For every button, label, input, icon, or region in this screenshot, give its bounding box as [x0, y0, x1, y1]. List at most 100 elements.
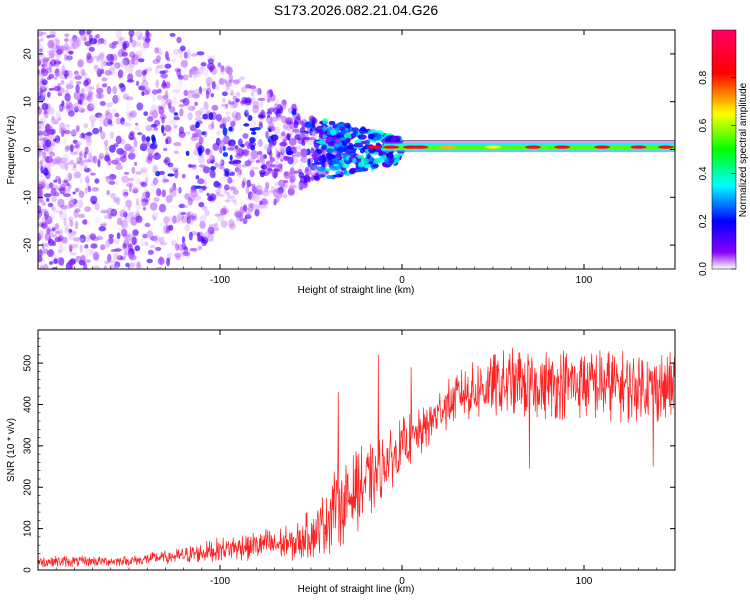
spectrogram-blob — [353, 130, 358, 135]
spectrogram-blob — [150, 123, 158, 128]
spectrogram-blob — [198, 147, 203, 157]
spectrogram-blob — [135, 215, 143, 223]
spectrogram-blob — [50, 118, 58, 125]
spectrogram-blob — [126, 110, 130, 119]
y-tick-label: 100 — [23, 520, 34, 537]
spectrogram-blob — [68, 231, 76, 241]
spectrogram-blob — [115, 30, 122, 39]
spectrogram-blob — [178, 187, 182, 194]
spectrogram-blob — [76, 81, 82, 85]
spectrogram-blob — [361, 147, 366, 151]
spectrogram-blob — [70, 129, 77, 137]
spectrogram-blob — [44, 62, 51, 68]
spectrogram-blob — [120, 84, 126, 92]
spectrogram-blob — [152, 59, 160, 64]
spectrogram-blob — [196, 51, 205, 56]
spectrogram-blob — [193, 133, 200, 137]
spectrogram-blob — [141, 91, 145, 97]
spectrogram-blob — [77, 213, 86, 218]
spectrogram-blob — [150, 236, 158, 241]
spectrogram-blob — [235, 98, 240, 103]
spectrogram-blob — [299, 162, 305, 172]
spectrogram-blob — [366, 153, 371, 159]
spectrogram-blob — [46, 227, 51, 235]
spectrogram-blob — [98, 152, 105, 160]
spectrogram-blob — [304, 166, 310, 173]
spectrogram-blob — [46, 109, 51, 115]
snr-ticks: -100 0 100 0 100 200 300 400 500 — [23, 329, 676, 587]
spectrogram-blob — [353, 142, 364, 148]
spectrogram-blob — [266, 115, 273, 124]
spectrogram-blob — [162, 132, 167, 136]
spectrogram-blob — [263, 112, 267, 119]
spectrogram-blob — [86, 93, 94, 103]
spectrogram-blob — [38, 99, 44, 107]
spectrogram-blob — [100, 131, 106, 140]
x-tick-label: -100 — [210, 275, 230, 286]
spectrogram-blob — [199, 167, 204, 172]
spectrogram-blob — [250, 91, 255, 97]
colorbar-tick-label: 0.0 — [698, 262, 709, 276]
spectrogram-blob — [128, 112, 133, 121]
spectrogram-blob — [285, 145, 292, 155]
spectrogram-blob — [46, 231, 54, 236]
spectrogram-blob — [39, 266, 45, 269]
spectrogram-blob — [169, 186, 177, 191]
spectrogram-blob — [121, 120, 127, 129]
spectrogram-blob — [93, 253, 99, 262]
spectrogram-blob — [309, 148, 316, 154]
spectrogram-blob — [74, 171, 82, 179]
spectrogram-blob — [87, 90, 93, 98]
spectrogram-blob — [90, 243, 98, 249]
spectrogram-blob — [321, 144, 327, 151]
spectrogram-blob — [326, 148, 334, 154]
spectrogram-blob — [78, 151, 82, 157]
spectrogram-blob — [153, 212, 159, 219]
spectrogram-blob — [169, 188, 177, 198]
spectrogram-blob — [103, 39, 107, 46]
spectrogram-blob — [66, 69, 73, 79]
spectrogram-blob — [104, 176, 108, 180]
spectrogram-blob — [241, 164, 249, 168]
spectrogram-blob — [89, 114, 97, 123]
spectrogram-blob — [97, 158, 101, 168]
spectrogram-blob — [283, 180, 289, 184]
spectrogram-blob — [178, 203, 186, 209]
spectrogram-blob — [302, 137, 310, 141]
spectrogram-blob — [223, 135, 230, 145]
spectrogram-blob — [129, 51, 136, 58]
spectrogram-blob — [84, 248, 92, 257]
spectrogram-blob — [108, 213, 113, 219]
spectrogram-blob — [144, 173, 149, 182]
spectrogram-blob — [238, 138, 243, 147]
y-tick-label: -20 — [23, 237, 34, 252]
spectrogram-blob — [74, 220, 79, 230]
spectrogram-blob — [71, 243, 79, 249]
spectrogram-blob — [38, 212, 41, 217]
spectrogram-blob — [118, 69, 124, 78]
spectrogram-blob — [227, 194, 234, 200]
spectrogram-blob — [252, 194, 260, 203]
spectrogram-blob — [166, 226, 171, 232]
spectrogram-blob — [61, 157, 69, 162]
spectrogram-blob — [182, 74, 189, 81]
spectrogram-blob — [109, 259, 117, 264]
spectrogram-blob — [261, 190, 270, 197]
spectrogram-blob — [65, 145, 73, 151]
spectrogram-blob — [241, 149, 250, 157]
spectrogram-blob — [184, 224, 191, 232]
spectrogram-blob — [112, 42, 117, 49]
spectrogram-blob — [210, 93, 214, 98]
spectrogram-blob — [116, 217, 123, 226]
spectrogram-blob — [59, 211, 67, 221]
spectrogram-blob — [273, 189, 279, 198]
spectrogram-blob — [43, 167, 48, 176]
spectrogram-blob — [251, 88, 259, 93]
spectrogram-blob — [205, 148, 211, 156]
spectrogram-blob — [257, 88, 262, 95]
spectrogram-blob — [151, 134, 156, 142]
spectrogram-blob — [112, 174, 117, 180]
spectrogram-blob — [276, 104, 280, 108]
spectrogram-blob — [185, 150, 190, 156]
